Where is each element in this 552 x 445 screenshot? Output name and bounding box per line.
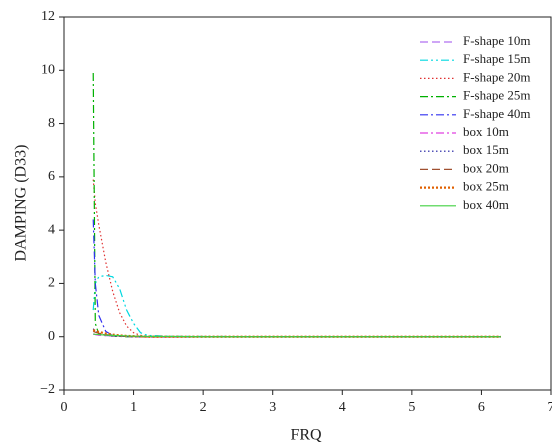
y-tick-label: −2 [40,382,55,397]
legend-label: box 15m [463,142,509,157]
series-line [92,328,501,338]
y-axis-label: DAMPING (D33) [13,145,30,262]
x-tick-label: 0 [61,400,68,415]
y-tick-label: 10 [41,63,55,78]
legend-label: box 40m [463,197,509,212]
series-line [92,274,501,338]
y-tick-label: 6 [48,169,55,184]
y-tick-label: 2 [48,276,55,291]
legend-label: F-shape 25m [463,88,531,103]
legend-label: F-shape 15m [463,51,531,66]
legend-label: F-shape 40m [463,106,531,121]
y-tick-label: 8 [48,116,55,131]
series-line [92,219,501,338]
series-line [92,72,501,338]
legend-label: F-shape 20m [463,69,531,84]
x-tick-label: 7 [548,400,552,415]
series-line [92,179,501,338]
y-tick-label: 12 [41,9,55,24]
y-tick-label: 0 [48,329,55,344]
legend-label: box 25m [463,179,509,194]
x-tick-label: 3 [269,400,276,415]
legend-label: box 10m [463,124,509,139]
series-line [93,333,501,338]
x-tick-label: 5 [408,400,415,415]
x-tick-label: 6 [478,400,485,415]
legend-label: F-shape 10m [463,33,531,48]
legend-label: box 20m [463,160,509,175]
x-axis-label: FRQ [290,427,322,444]
x-tick-label: 4 [339,400,346,415]
x-tick-label: 2 [200,400,207,415]
y-tick-label: 4 [48,222,55,237]
series-line [92,329,501,338]
plot-frame [63,16,552,391]
x-tick-label: 1 [130,400,137,415]
